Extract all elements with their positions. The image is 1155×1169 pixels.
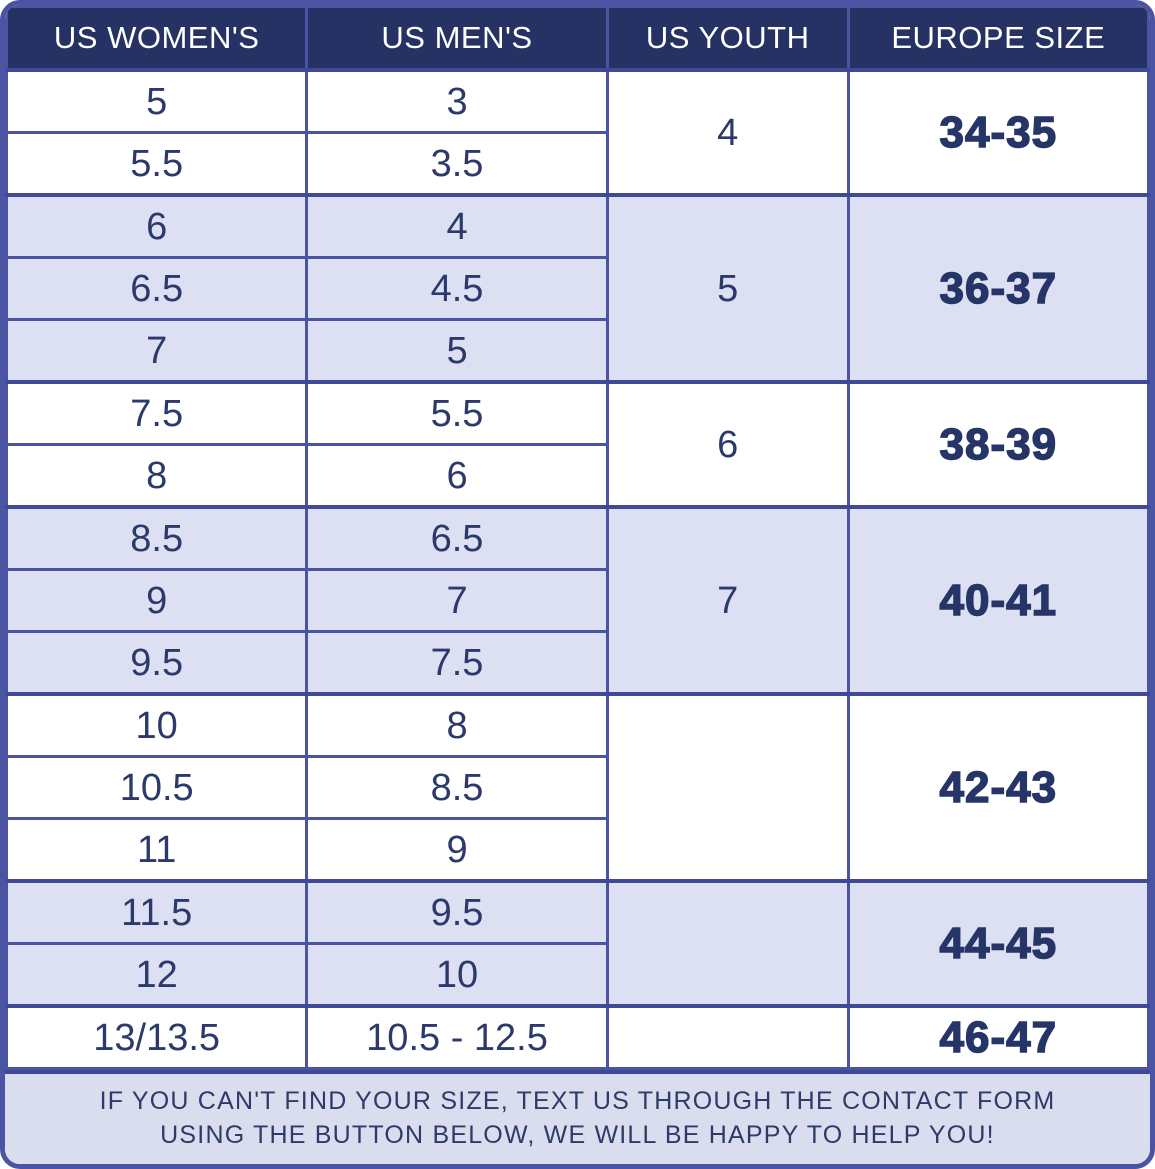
- table-row: 7.5 5.5 6 38-39: [5, 380, 1150, 509]
- cell-youth: [605, 1004, 850, 1070]
- table-row: 9.5 7.5: [5, 630, 1149, 696]
- cell-europe: 40-41: [846, 505, 1150, 696]
- cell-youth: 6: [605, 380, 850, 509]
- cell-mens: 6.5: [305, 505, 609, 571]
- cell-mens: 4.5: [305, 256, 609, 321]
- cell-europe: 36-37: [846, 193, 1150, 384]
- column-header-us-youth: US YOUTH: [605, 5, 850, 72]
- cell-womens: 13/13.5: [5, 1004, 309, 1070]
- column-header-us-womens: US WOMEN'S: [5, 5, 309, 72]
- cell-youth: [605, 692, 850, 883]
- cell-womens: 7.5: [5, 380, 309, 446]
- help-note-line2: USING THE BUTTON BELOW, WE WILL BE HAPPY…: [160, 1121, 995, 1149]
- cell-mens: 5: [305, 318, 609, 384]
- table-row: 13/13.5 10.5 - 12.5 46-47: [5, 1004, 1150, 1070]
- cell-womens: 11.5: [5, 879, 309, 945]
- size-table: US WOMEN'S US MEN'S US YOUTH EUROPE SIZE…: [5, 5, 1150, 1070]
- cell-mens: 6: [305, 443, 609, 509]
- cell-womens: 11: [5, 817, 309, 883]
- cell-mens: 8: [305, 692, 609, 758]
- cell-mens: 5.5: [305, 380, 609, 446]
- table-row: 8.5 6.5 7 40-41: [5, 505, 1150, 696]
- cell-womens: 5.5: [5, 131, 309, 197]
- table-row: 8 6: [5, 443, 1149, 509]
- cell-europe: 38-39: [846, 380, 1150, 509]
- cell-womens: 6: [5, 193, 309, 259]
- cell-womens: 9: [5, 568, 309, 633]
- cell-europe: 42-43: [846, 692, 1150, 883]
- cell-europe: 44-45: [846, 879, 1150, 1008]
- cell-youth: 5: [605, 193, 850, 384]
- cell-youth: 7: [605, 505, 850, 696]
- cell-womens: 9.5: [5, 630, 309, 696]
- table-row: 6 4 5 36-37: [5, 193, 1150, 384]
- cell-mens: 9: [305, 817, 609, 883]
- help-note: IF YOU CAN'T FIND YOUR SIZE, TEXT US THR…: [5, 1070, 1150, 1164]
- table-row: 12 10: [5, 942, 1149, 1008]
- column-header-europe-size: EUROPE SIZE: [846, 5, 1150, 72]
- cell-europe: 46-47: [846, 1004, 1150, 1070]
- cell-womens: 12: [5, 942, 309, 1008]
- cell-mens: 10.5 - 12.5: [305, 1004, 609, 1070]
- column-header-us-mens: US MEN'S: [305, 5, 609, 72]
- cell-mens: 9.5: [305, 879, 609, 945]
- table-row: 11 9: [5, 817, 1149, 883]
- cell-womens: 10: [5, 692, 309, 758]
- table-row: 5.5 3.5: [5, 131, 1149, 197]
- table-row: 5 3 4 34-35: [5, 68, 1150, 197]
- cell-mens: 3.5: [305, 131, 609, 197]
- cell-mens: 10: [305, 942, 609, 1008]
- cell-mens: 7: [305, 568, 609, 633]
- cell-mens: 3: [305, 68, 609, 134]
- cell-womens: 6.5: [5, 256, 309, 321]
- table-row: 9 7: [5, 568, 1149, 633]
- cell-womens: 10.5: [5, 755, 309, 820]
- cell-youth: 4: [605, 68, 850, 197]
- cell-mens: 8.5: [305, 755, 609, 820]
- cell-europe: 34-35: [846, 68, 1150, 197]
- cell-womens: 8.5: [5, 505, 309, 571]
- table-row: 11.5 9.5 44-45: [5, 879, 1150, 1008]
- table-row: 10 8 42-43: [5, 692, 1150, 883]
- header-row: US WOMEN'S US MEN'S US YOUTH EUROPE SIZE: [5, 5, 1150, 72]
- cell-womens: 8: [5, 443, 309, 509]
- cell-mens: 4: [305, 193, 609, 259]
- cell-mens: 7.5: [305, 630, 609, 696]
- table-row: 7 5: [5, 318, 1149, 384]
- help-note-line1: IF YOU CAN'T FIND YOUR SIZE, TEXT US THR…: [99, 1087, 1056, 1116]
- cell-womens: 7: [5, 318, 309, 384]
- table-row: 6.5 4.5: [5, 256, 1149, 321]
- cell-youth: [605, 879, 850, 1008]
- table-row: 10.5 8.5: [5, 755, 1149, 820]
- cell-womens: 5: [5, 68, 309, 134]
